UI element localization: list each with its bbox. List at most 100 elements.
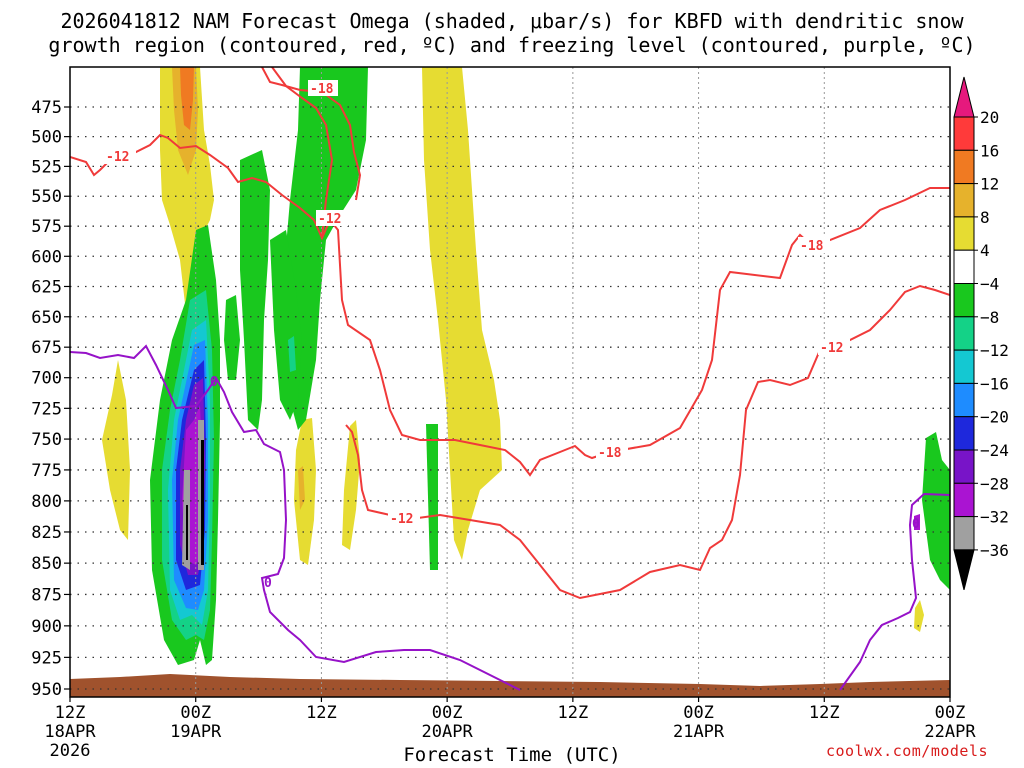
omega-area-yellow-brown-spot <box>298 466 305 510</box>
colorbar-label: −28 <box>980 474 1009 493</box>
omega-area-orange <box>180 67 194 130</box>
y-tick-label: 700 <box>31 369 62 389</box>
dgz-label: -12 <box>318 212 341 227</box>
x-tick-date: 20APR <box>422 722 474 742</box>
dgz-label: -12 <box>820 341 843 356</box>
colorbar-swatch <box>953 449 975 484</box>
pressure-axis: 475 500 525 550 575 600 625 650 675 700 725 750 775 8… <box>31 98 70 700</box>
y-tick-label: 925 <box>31 648 62 668</box>
x-tick-year: 2026 <box>50 741 91 761</box>
omega-area-green-top <box>284 67 368 430</box>
colorbar-label: −36 <box>980 541 1009 560</box>
colorbar-top-arrow <box>953 76 975 118</box>
y-tick-label: 475 <box>31 98 62 118</box>
omega-area-green-right <box>922 432 950 590</box>
colorbar-label: −20 <box>980 408 1009 427</box>
dgz-label: -12 <box>390 512 413 527</box>
colorbar-swatch <box>953 382 975 418</box>
colorbar-swatch <box>953 216 975 251</box>
colorbar-swatch <box>953 516 975 551</box>
dgz-contour-top-left <box>271 67 334 239</box>
omega-area-yellow-mid2 <box>342 420 360 550</box>
omega-area-weak-positive <box>160 67 214 330</box>
omega-area-yellow-day2 <box>422 67 502 560</box>
dgz-label: -18 <box>310 82 334 97</box>
colorbar-swatch <box>953 349 975 384</box>
x-tick-label: 00Z <box>935 703 966 723</box>
omega-area-yellow-small <box>914 600 924 632</box>
omega-area-green-left <box>240 150 270 430</box>
x-tick-label: 00Z <box>180 703 211 723</box>
omega-area-green-left2 <box>270 230 302 420</box>
y-tick-label: 575 <box>31 217 62 237</box>
colorbar-swatch <box>953 482 975 518</box>
colorbar-swatch <box>953 316 975 351</box>
y-tick-label: 800 <box>31 492 62 512</box>
x-tick-date: 21APR <box>673 722 725 742</box>
x-tick-date: 22APR <box>924 722 976 742</box>
colorbar-swatch <box>953 183 975 218</box>
freezing-level-contour <box>70 344 521 691</box>
x-tick-label: 12Z <box>809 703 840 723</box>
y-tick-label: 775 <box>31 461 62 481</box>
omega-area-teal-side <box>288 336 296 372</box>
y-tick-label: 950 <box>31 680 62 700</box>
colorbar-label: −16 <box>980 374 1009 393</box>
x-tick-label: 00Z <box>683 703 714 723</box>
x-axis-title: Forecast Time (UTC) <box>403 744 621 766</box>
x-tick-label: 12Z <box>306 703 337 723</box>
surface-terrain <box>70 674 950 697</box>
omega-area-green-col <box>426 424 438 570</box>
x-tick-date: 18APR <box>44 722 96 742</box>
time-gridlines <box>195 67 825 697</box>
x-tick-label: 12Z <box>55 703 86 723</box>
omega-colorbar: 20 16 12 8 4 −4 −8 −12 −16 −20 −24 −28 −32 −36 <box>953 76 1009 591</box>
colorbar-label: 20 <box>980 108 999 127</box>
omega-area-green-side <box>224 295 240 380</box>
credit-text: coolwx.com/models <box>826 742 989 760</box>
omega-area-yellow-left <box>102 360 130 540</box>
colorbar-label: −8 <box>980 308 999 327</box>
freezing-label: 0 <box>264 576 272 591</box>
dgz-label: -18 <box>800 239 824 254</box>
colorbar-swatch <box>953 149 975 185</box>
y-tick-label: 500 <box>31 128 62 148</box>
colorbar-swatch <box>953 116 975 151</box>
y-tick-label: 650 <box>31 308 62 328</box>
colorbar-label: −12 <box>980 341 1009 360</box>
y-tick-label: 675 <box>31 338 62 358</box>
y-tick-label: 750 <box>31 430 62 450</box>
freezing-label: 0 <box>912 517 920 532</box>
colorbar-label: −32 <box>980 508 1009 527</box>
dgz-contour-minus12-upper <box>70 133 950 477</box>
colorbar-swatch <box>953 249 975 284</box>
colorbar-label: 8 <box>980 208 990 227</box>
x-tick-label: 00Z <box>432 703 463 723</box>
omega-area-purple-small <box>914 514 920 530</box>
x-tick-date: 19APR <box>170 722 222 742</box>
dgz-contour-minus18-upper <box>261 67 362 201</box>
colorbar-label: 12 <box>980 175 999 194</box>
y-tick-label: 875 <box>31 585 62 605</box>
colorbar-swatch <box>953 283 975 318</box>
freezing-level-contour-right <box>839 492 950 691</box>
colorbar-label: −4 <box>980 275 999 294</box>
omega-area-core-black <box>186 440 204 565</box>
omega-area-yellow-mid1 <box>294 418 316 565</box>
dgz-label: -18 <box>598 446 622 461</box>
y-tick-label: 825 <box>31 523 62 543</box>
freezing-label: 0 <box>210 375 218 390</box>
y-tick-label: 725 <box>31 399 62 419</box>
chart-title-line1: 2026041812 NAM Forecast Omega (shaded, μ… <box>60 9 964 33</box>
y-tick-label: 850 <box>31 554 62 574</box>
y-tick-label: 900 <box>31 617 62 637</box>
plot-frame <box>69 66 951 698</box>
y-tick-label: 600 <box>31 247 62 267</box>
colorbar-label: 4 <box>980 241 990 260</box>
colorbar-swatch <box>953 416 975 451</box>
dgz-label: -12 <box>106 150 129 165</box>
omega-shading <box>70 67 950 697</box>
y-tick-label: 625 <box>31 277 62 297</box>
